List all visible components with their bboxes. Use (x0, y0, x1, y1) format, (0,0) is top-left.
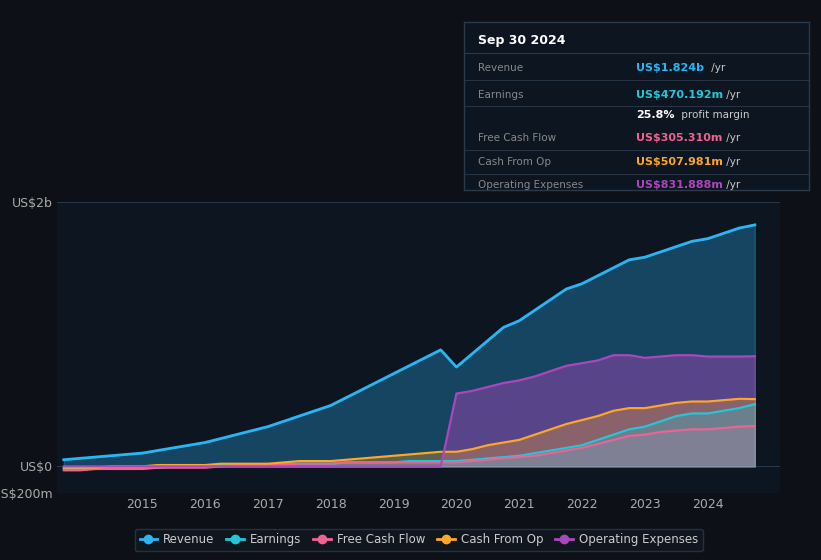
Text: US$831.888m: US$831.888m (636, 180, 723, 190)
Text: Earnings: Earnings (478, 90, 523, 100)
Text: /yr: /yr (723, 133, 741, 143)
Text: /yr: /yr (723, 180, 741, 190)
Text: 25.8%: 25.8% (636, 110, 675, 120)
Text: /yr: /yr (708, 63, 725, 73)
Text: Free Cash Flow: Free Cash Flow (478, 133, 556, 143)
Text: Cash From Op: Cash From Op (478, 157, 551, 167)
Text: /yr: /yr (723, 157, 741, 167)
Legend: Revenue, Earnings, Free Cash Flow, Cash From Op, Operating Expenses: Revenue, Earnings, Free Cash Flow, Cash … (135, 529, 703, 551)
Text: US$305.310m: US$305.310m (636, 133, 722, 143)
Text: Sep 30 2024: Sep 30 2024 (478, 34, 565, 47)
Text: /yr: /yr (723, 90, 741, 100)
Text: Operating Expenses: Operating Expenses (478, 180, 583, 190)
Text: US$470.192m: US$470.192m (636, 90, 723, 100)
Text: Revenue: Revenue (478, 63, 523, 73)
Text: US$507.981m: US$507.981m (636, 157, 723, 167)
Text: US$1.824b: US$1.824b (636, 63, 704, 73)
Text: profit margin: profit margin (677, 110, 749, 120)
